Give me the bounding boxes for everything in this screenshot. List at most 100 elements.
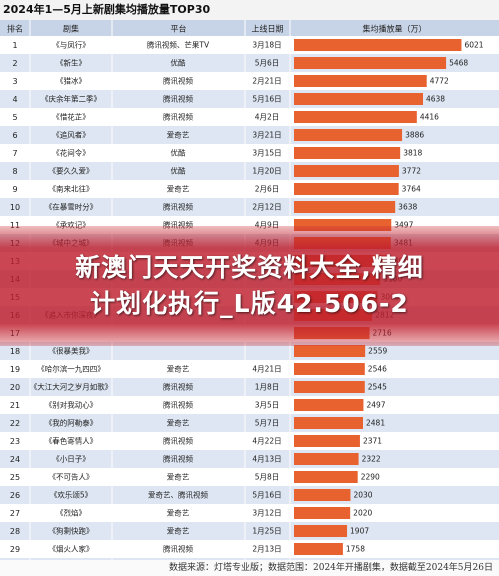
- value-label: 6021: [464, 41, 483, 50]
- header-cell-0: 排名: [7, 24, 23, 34]
- rank-label: 11: [10, 221, 20, 230]
- value-bar: [294, 129, 403, 141]
- date-label: 2月12日: [252, 203, 281, 212]
- rank-label: 21: [10, 401, 20, 410]
- series-title-label: 《大江大河之岁月如歌》: [30, 382, 113, 392]
- value-label: 2020: [353, 509, 372, 518]
- table-row: [0, 432, 499, 450]
- value-label: 3818: [403, 149, 422, 158]
- table-row: [0, 450, 499, 468]
- value-bar: [294, 525, 348, 537]
- date-label: 4月22日: [252, 437, 281, 446]
- value-label: 3772: [402, 167, 421, 176]
- value-bar: [294, 111, 417, 123]
- value-bar: [294, 417, 364, 429]
- platform-label: 腾讯视频、芒果TV: [147, 40, 210, 50]
- platform-label: 腾讯视频: [163, 454, 193, 464]
- value-bar: [294, 345, 366, 357]
- value-bar: [294, 435, 360, 447]
- value-bar: [294, 453, 359, 465]
- platform-label: 优酷: [171, 166, 186, 176]
- watermark-overlay: 新澳门天天开奖资料大全,精细 计划化执行_L版42.506-2: [0, 226, 499, 346]
- date-label: 5月8日: [255, 473, 280, 482]
- value-bar: [294, 165, 399, 177]
- value-label: 1907: [350, 527, 369, 536]
- platform-label: 爱奇艺、腾讯视频: [148, 490, 208, 500]
- table-row: [0, 342, 499, 360]
- value-label: 2546: [368, 365, 387, 374]
- watermark-line-1: 新澳门天天开奖资料大全,精细: [75, 253, 424, 282]
- value-bar: [294, 363, 365, 375]
- rank-label: 9: [12, 185, 17, 194]
- value-bar: [294, 183, 399, 195]
- date-label: 5月16日: [252, 95, 281, 104]
- value-bar: [294, 489, 351, 501]
- value-bar: [294, 39, 462, 51]
- date-label: 5月7日: [255, 419, 280, 428]
- rank-label: 2: [12, 59, 17, 68]
- series-title-label: 《惜花芷》: [52, 112, 90, 122]
- date-label: 4月9日: [255, 221, 280, 230]
- series-title-label: 《欢乐颂5》: [50, 490, 92, 500]
- platform-label: 腾讯视频: [163, 382, 193, 392]
- rank-label: 19: [10, 365, 20, 374]
- platform-label: 爱奇艺: [167, 130, 190, 140]
- header-cell-4: 集均播放量（万）: [363, 24, 427, 34]
- rank-label: 18: [10, 347, 20, 356]
- series-title-label: 《烟火人家》: [49, 544, 94, 554]
- value-label: 4638: [426, 95, 445, 104]
- platform-label: 优酷: [171, 148, 186, 158]
- value-label: 3638: [398, 203, 417, 212]
- platform-label: 腾讯视频: [163, 436, 193, 446]
- rank-label: 24: [10, 455, 20, 464]
- header-cell-1: 剧集: [63, 24, 79, 34]
- platform-label: 爱奇艺: [167, 472, 190, 482]
- rank-label: 22: [10, 419, 20, 428]
- platform-label: 腾讯视频: [163, 112, 193, 122]
- watermark-line-2: 计划化执行_L版42.506-2: [90, 289, 409, 318]
- rank-label: 28: [10, 527, 20, 536]
- value-bar: [294, 201, 396, 213]
- header-cell-3: 上线日期: [252, 24, 284, 34]
- series-title-label: 《哈尔滨一九四四》: [37, 364, 105, 374]
- rank-label: 26: [10, 491, 20, 500]
- value-bar: [294, 471, 358, 483]
- series-title-label: 《别对我动心》: [45, 400, 98, 410]
- platform-label: 腾讯视频: [163, 220, 193, 230]
- series-title-label: 《狗剩快跑》: [49, 526, 94, 536]
- table-row: [0, 360, 499, 378]
- series-title-label: 《追风者》: [52, 130, 90, 140]
- value-label: 5468: [449, 59, 468, 68]
- table-row: [0, 504, 499, 522]
- table-row: [0, 540, 499, 558]
- header-row: [0, 20, 499, 36]
- value-label: 2545: [368, 383, 387, 392]
- table-row: [0, 414, 499, 432]
- value-label: 3764: [402, 185, 421, 194]
- rank-label: 6: [12, 131, 17, 140]
- series-title-label: 《烈焰》: [56, 508, 86, 518]
- series-title-label: 《在暴雪时分》: [45, 202, 98, 212]
- date-label: 4月13日: [252, 455, 281, 464]
- value-bar: [294, 507, 351, 519]
- date-label: 2月13日: [252, 545, 281, 554]
- value-label: 2030: [353, 491, 372, 500]
- date-label: 2月21日: [252, 77, 281, 86]
- value-label: 3497: [394, 221, 413, 230]
- platform-label: 腾讯视频: [163, 400, 193, 410]
- series-title-label: 《小日子》: [52, 455, 90, 464]
- series-title-label: 《我的阿勒泰》: [45, 418, 98, 428]
- series-title-label: 《要久久爱》: [49, 166, 94, 176]
- header-cell-2: 平台: [171, 24, 187, 34]
- date-label: 1月25日: [252, 527, 281, 536]
- value-label: 2481: [366, 419, 385, 428]
- date-label: 3月15日: [252, 149, 281, 158]
- rank-label: 23: [10, 437, 20, 446]
- date-label: 5月16日: [252, 491, 281, 500]
- date-label: 1月8日: [255, 383, 280, 392]
- date-label: 4月2日: [255, 113, 280, 122]
- series-title-label: 《花间令》: [52, 148, 90, 158]
- series-title-label: 《很暴美我》: [49, 346, 94, 356]
- rank-label: 5: [12, 113, 17, 122]
- date-label: 2月6日: [255, 185, 280, 194]
